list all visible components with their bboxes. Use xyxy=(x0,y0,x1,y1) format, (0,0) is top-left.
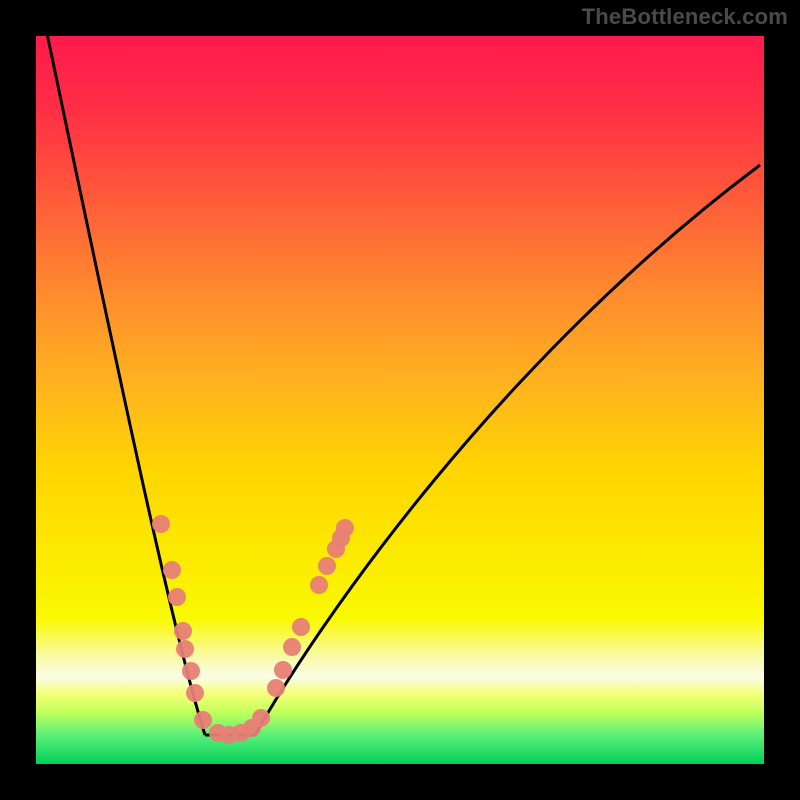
plot-area xyxy=(0,0,800,800)
v-curve-right xyxy=(255,165,760,735)
data-marker xyxy=(336,519,354,537)
data-marker xyxy=(176,640,194,658)
watermark-text: TheBottleneck.com xyxy=(582,4,788,30)
data-marker xyxy=(186,684,204,702)
data-marker xyxy=(267,679,285,697)
data-marker xyxy=(283,638,301,656)
data-marker xyxy=(318,557,336,575)
data-marker xyxy=(274,661,292,679)
data-marker xyxy=(152,515,170,533)
data-marker xyxy=(194,711,212,729)
data-marker xyxy=(252,709,270,727)
chart-svg xyxy=(0,0,800,800)
marker-layer xyxy=(152,515,354,744)
data-marker xyxy=(310,576,328,594)
data-marker xyxy=(163,561,181,579)
chart-frame: TheBottleneck.com xyxy=(0,0,800,800)
data-marker xyxy=(174,622,192,640)
data-marker xyxy=(292,618,310,636)
data-marker xyxy=(182,662,200,680)
data-marker xyxy=(168,588,186,606)
